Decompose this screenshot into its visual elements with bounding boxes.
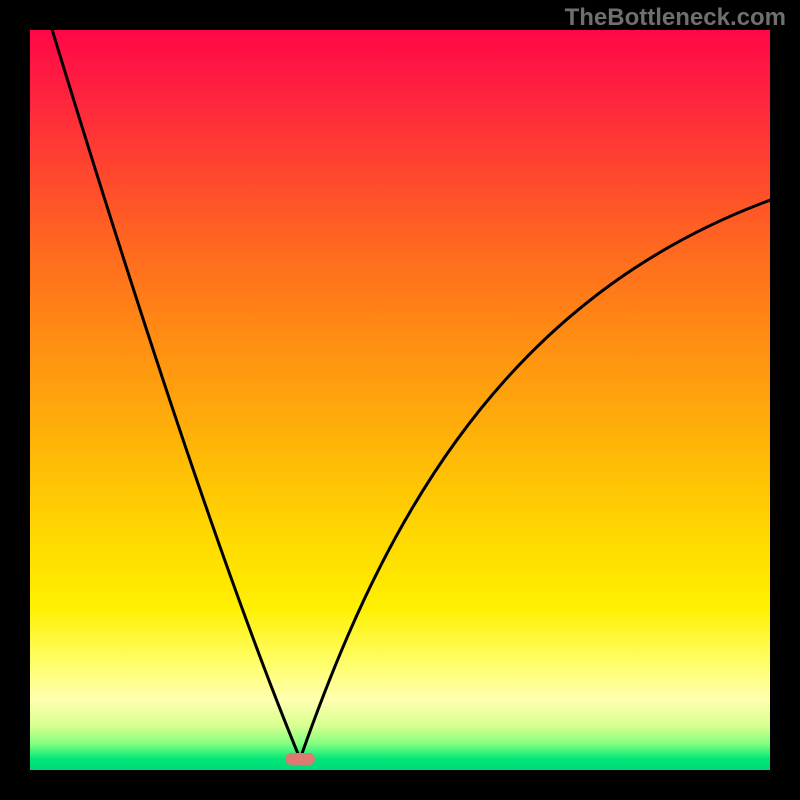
chart-frame: TheBottleneck.com [0,0,800,800]
plot-area [30,30,770,770]
plot-svg [30,30,770,770]
min-marker [285,753,315,765]
gradient-background [30,30,770,770]
watermark-text: TheBottleneck.com [565,4,786,32]
